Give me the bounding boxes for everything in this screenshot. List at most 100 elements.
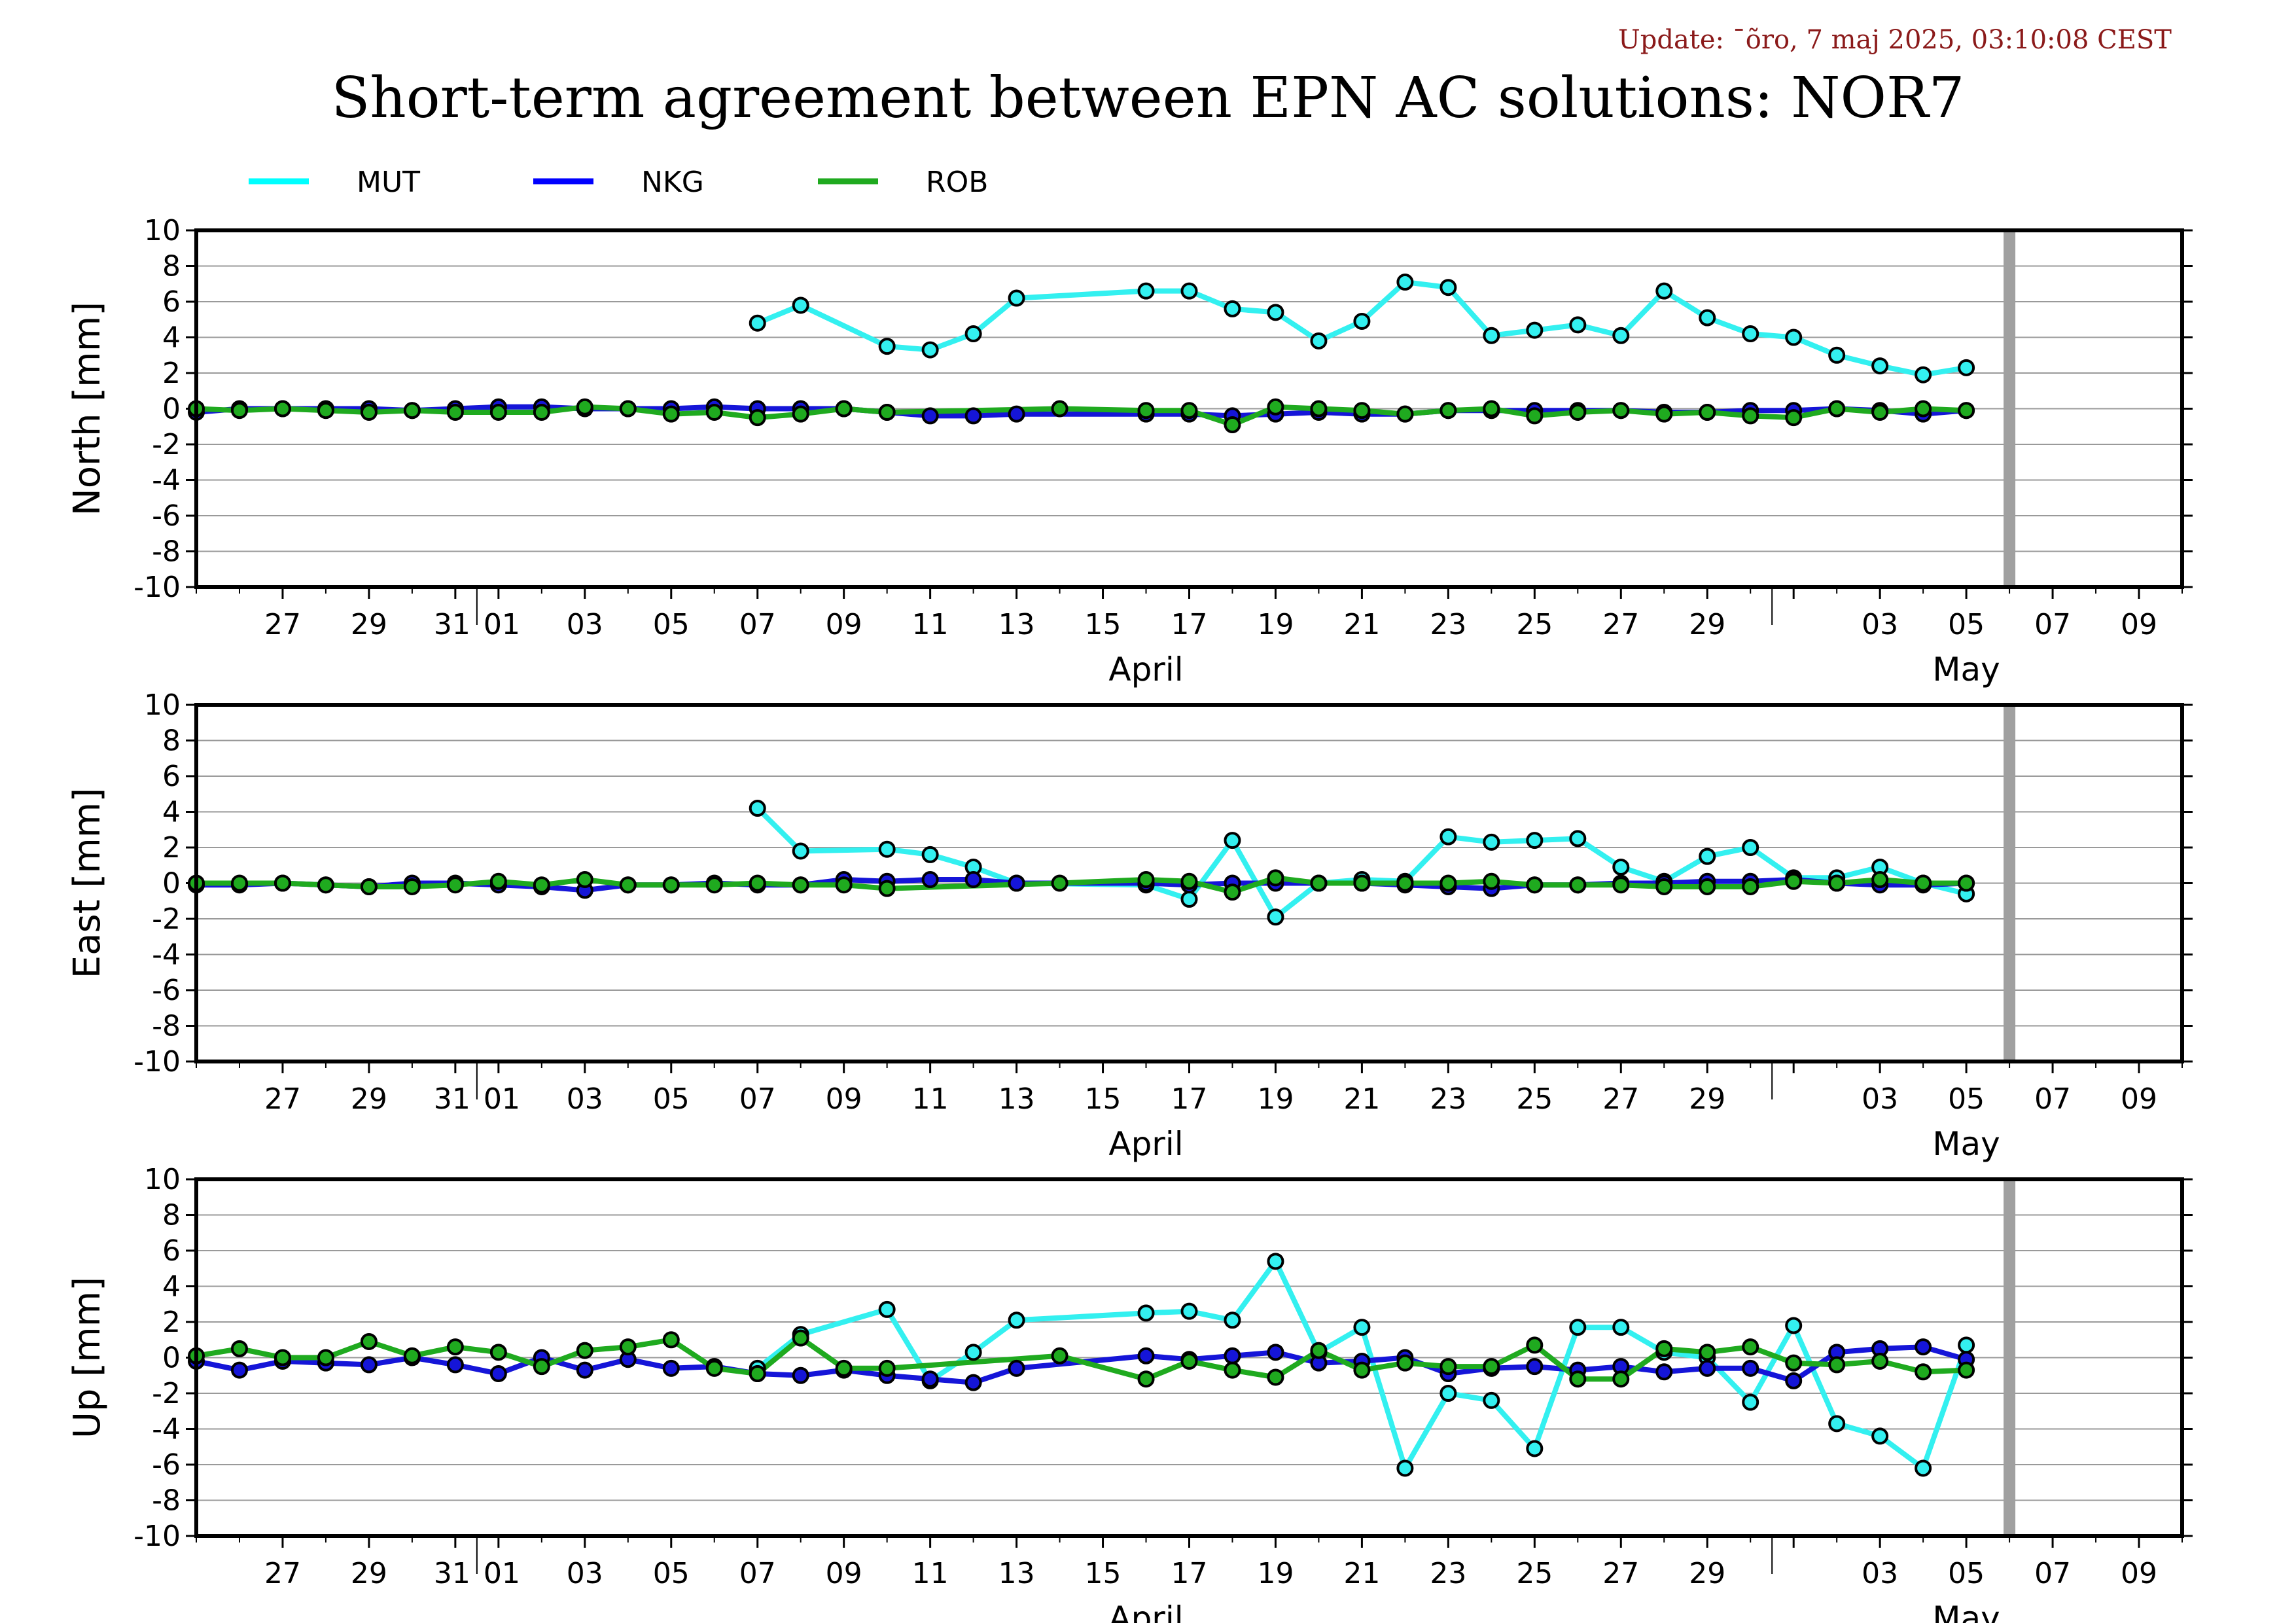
- data-point: [1483, 833, 1500, 851]
- data-point: [1483, 1391, 1500, 1409]
- data-point: [792, 1366, 809, 1384]
- y-tick-label: -4: [152, 464, 181, 497]
- legend-item-nkg: NKG: [533, 166, 704, 199]
- y-tick-label: -10: [133, 571, 181, 604]
- y-tick-label: 4: [162, 1270, 181, 1304]
- data-point: [1958, 874, 1975, 892]
- y-tick-label: 6: [162, 760, 181, 793]
- x-tick-label: 03: [567, 1557, 603, 1590]
- x-tick-label: 11: [912, 1557, 949, 1590]
- data-point: [749, 1365, 766, 1383]
- y-tick-label: -6: [152, 499, 181, 533]
- data-point: [1785, 329, 1803, 346]
- data-point: [835, 1359, 853, 1377]
- current-date-marker: [2004, 1179, 2016, 1536]
- legend-label: ROB: [926, 166, 988, 199]
- data-point: [360, 1332, 378, 1350]
- data-point: [533, 876, 550, 894]
- data-point: [1267, 869, 1284, 887]
- data-point: [1915, 1363, 1932, 1381]
- y-tick-label: 2: [162, 831, 181, 865]
- y-tick-label: 2: [162, 1306, 181, 1339]
- data-point: [1180, 872, 1198, 890]
- data-point: [1051, 874, 1069, 892]
- data-point: [1439, 1385, 1457, 1402]
- month-label: May: [1932, 1599, 2000, 1623]
- data-point: [1699, 403, 1716, 421]
- data-point: [964, 1344, 982, 1361]
- data-point: [1483, 1358, 1500, 1376]
- data-point: [619, 876, 637, 894]
- chart-title: Short-term agreement between EPN AC solu…: [331, 65, 1965, 131]
- data-point: [921, 871, 939, 889]
- x-tick-label: 17: [1171, 1082, 1208, 1116]
- markers-rob: [188, 869, 1975, 901]
- y-tick-label: -6: [152, 974, 181, 1007]
- data-point: [1180, 891, 1198, 908]
- data-point: [964, 407, 982, 425]
- data-point: [835, 876, 853, 894]
- x-tick-label: 05: [653, 1557, 690, 1590]
- x-tick-label: 09: [2121, 608, 2157, 641]
- y-tick-label: -8: [152, 1010, 181, 1043]
- data-point: [749, 314, 766, 332]
- x-tick-label: 07: [739, 608, 776, 641]
- data-point: [662, 1359, 680, 1377]
- plot-frame: [194, 703, 2184, 1063]
- x-tick-label: 01: [484, 1082, 520, 1116]
- data-point: [1396, 1354, 1414, 1372]
- data-point: [1612, 327, 1630, 344]
- data-point: [403, 878, 421, 895]
- data-point: [964, 1374, 982, 1391]
- y-tick-label: -2: [152, 1377, 181, 1410]
- data-point: [317, 402, 334, 419]
- data-point: [1267, 908, 1284, 926]
- data-point: [1353, 1319, 1371, 1336]
- data-point: [489, 403, 507, 421]
- data-point: [1267, 1253, 1284, 1270]
- data-point: [749, 409, 766, 427]
- data-point: [1871, 1427, 1889, 1445]
- data-point: [921, 341, 939, 359]
- data-point: [705, 1359, 723, 1377]
- data-point: [1742, 1359, 1759, 1377]
- x-tick-label: 13: [998, 1557, 1035, 1590]
- y-tick-label: -6: [152, 1448, 181, 1482]
- data-point: [964, 871, 982, 889]
- data-point: [1310, 874, 1328, 892]
- x-tick-label: 13: [998, 608, 1035, 641]
- data-point: [1396, 1459, 1414, 1477]
- data-point: [705, 403, 723, 421]
- x-tick-label: 09: [826, 1557, 862, 1590]
- x-tick-label: 01: [484, 608, 520, 641]
- data-point: [1224, 1361, 1241, 1379]
- plot-frame: [194, 1177, 2184, 1538]
- y-tick-label: -2: [152, 428, 181, 461]
- data-point: [1439, 1358, 1457, 1376]
- x-tick-label: 31: [434, 1082, 470, 1116]
- data-point: [792, 842, 809, 860]
- data-point: [1699, 1344, 1716, 1361]
- x-tick-label: 29: [1689, 1082, 1725, 1116]
- x-tick-label: 19: [1257, 608, 1294, 641]
- x-tick-label: 09: [2121, 1557, 2157, 1590]
- data-point: [1224, 883, 1241, 901]
- data-point: [705, 876, 723, 894]
- legend-item-rob: ROB: [818, 166, 988, 199]
- data-point: [749, 874, 766, 892]
- data-point: [1267, 398, 1284, 416]
- data-point: [1655, 405, 1673, 423]
- data-point: [1655, 878, 1673, 895]
- data-point: [1871, 403, 1889, 421]
- data-point: [921, 846, 939, 863]
- x-tick-label: 01: [484, 1557, 520, 1590]
- y-tick-label: -4: [152, 938, 181, 972]
- data-point: [1569, 830, 1587, 847]
- y-axis-label: Up [mm]: [66, 1277, 109, 1438]
- x-tick-label: 27: [264, 608, 301, 641]
- data-point: [1915, 400, 1932, 418]
- data-point: [1137, 1304, 1155, 1322]
